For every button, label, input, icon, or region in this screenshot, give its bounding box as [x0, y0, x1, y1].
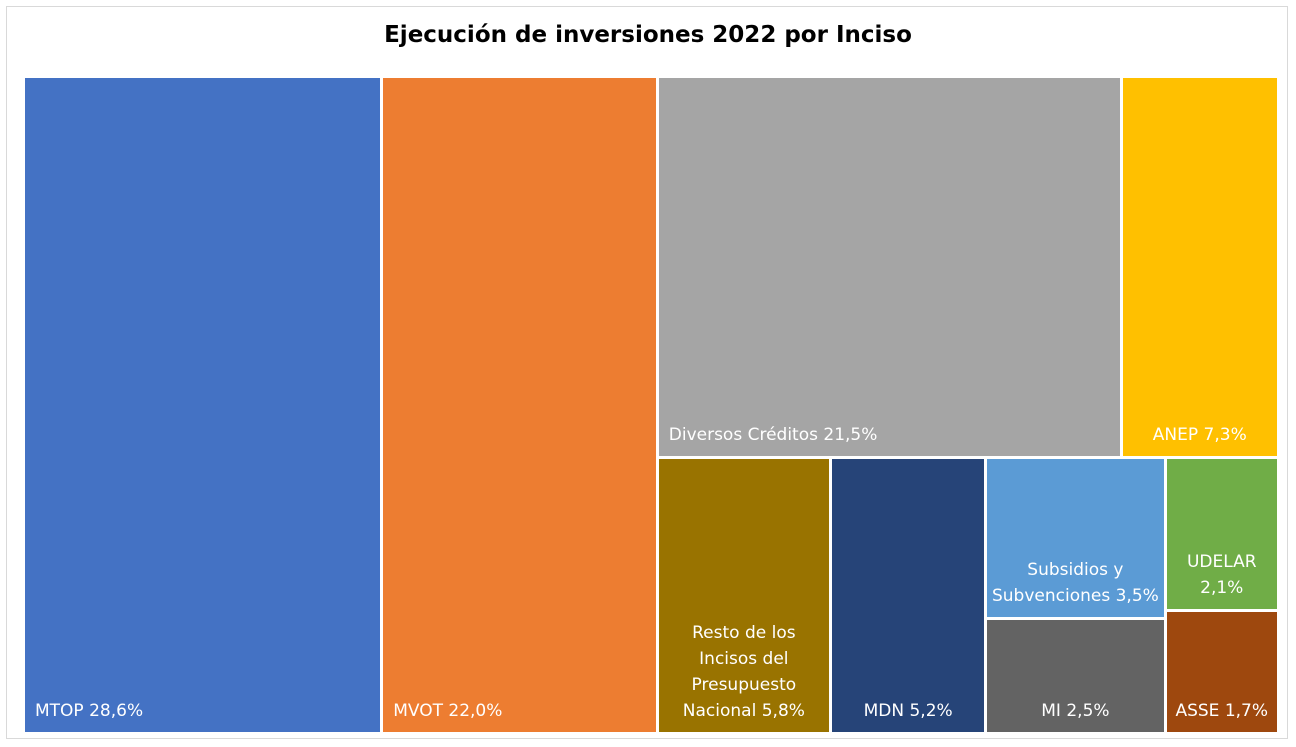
category-label: MDN: [863, 700, 905, 721]
plot-area: MTOP 28,6% MVOT 22,0% Diversos Créditos 21…: [25, 78, 1277, 732]
cell-label: ANEP 7,3%: [1127, 422, 1273, 448]
category-label: MVOT: [393, 701, 443, 721]
treemap-cell: Diversos Créditos 21,5%: [658, 78, 1120, 457]
category-label: MI: [1041, 700, 1061, 721]
value-label: 3,5%: [1115, 586, 1159, 607]
chart-title: Ejecución de inversiones 2022 por Inciso: [384, 22, 912, 48]
treemap-cell: UDELAR 2,1%: [1166, 459, 1277, 609]
cell-label: Resto de los Incisos del Presupuesto Nac…: [663, 620, 825, 724]
treemap-cell: MTOP 28,6%: [25, 78, 381, 732]
cell-label: ASSE 1,7%: [1171, 698, 1273, 724]
cell-label: Subsidios y Subvenciones 3,5%: [991, 557, 1159, 609]
value-label: 5,8%: [761, 700, 805, 721]
cell-label: MI 2,5%: [991, 698, 1159, 724]
treemap-cell: ANEP 7,3%: [1122, 78, 1277, 457]
treemap-cell: ASSE 1,7%: [1166, 611, 1277, 732]
value-label: 7,3%: [1203, 425, 1247, 446]
value-label: 21,5%: [823, 425, 878, 446]
cell-label: Diversos Créditos 21,5%: [669, 422, 1110, 448]
treemap-cell: MVOT 22,0%: [383, 78, 656, 732]
treemap-cell: Resto de los Incisos del Presupuesto Nac…: [658, 459, 829, 732]
treemap-cell: Subsidios y Subvenciones 3,5%: [987, 459, 1164, 618]
category-label: Subsidios y Subvenciones: [991, 560, 1124, 607]
treemap-cell: MDN 5,2%: [831, 459, 985, 732]
category-label: Diversos Créditos: [668, 425, 818, 446]
value-label: 22,0%: [448, 701, 503, 721]
category-label: ANEP: [1152, 425, 1199, 446]
value-label: 5,2%: [909, 700, 953, 721]
value-label: 1,7%: [1224, 700, 1269, 721]
category-label: Resto de los Incisos del Presupuesto Nac…: [682, 622, 797, 721]
value-label: 28,6%: [89, 701, 144, 721]
cell-label: MVOT 22,0%: [393, 698, 646, 724]
cell-label: UDELAR 2,1%: [1171, 549, 1273, 601]
value-label: 2,5%: [1066, 700, 1110, 721]
cell-label: MTOP 28,6%: [35, 698, 370, 724]
category-label: UDELAR: [1186, 551, 1257, 572]
category-label: MTOP: [35, 701, 84, 721]
cell-label: MDN 5,2%: [836, 698, 980, 724]
value-label: 2,1%: [1200, 577, 1244, 598]
chart-frame: [6, 6, 1288, 739]
category-label: ASSE: [1175, 700, 1220, 721]
treemap-cell: MI 2,5%: [987, 620, 1164, 732]
